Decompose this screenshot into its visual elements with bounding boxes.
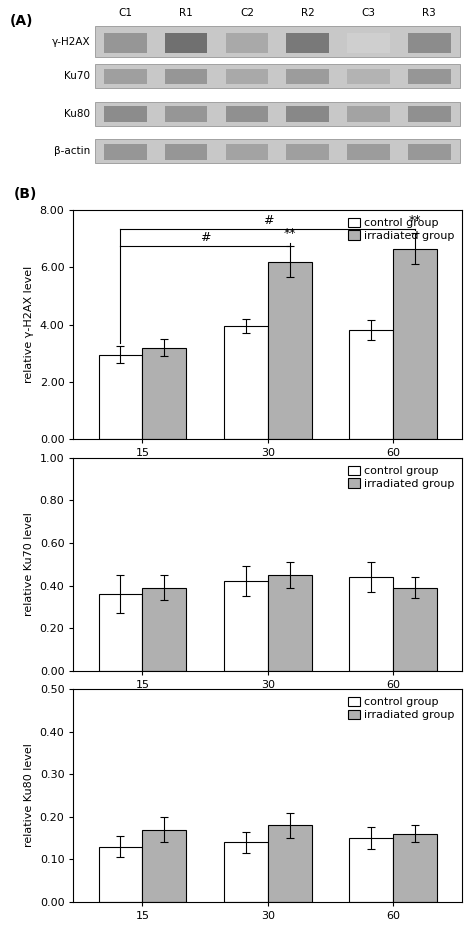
FancyBboxPatch shape xyxy=(104,68,146,84)
FancyBboxPatch shape xyxy=(95,26,460,57)
Bar xyxy=(349,330,393,439)
Text: (B): (B) xyxy=(14,187,37,202)
Y-axis label: relative γ-H2AX level: relative γ-H2AX level xyxy=(24,266,34,383)
Text: Ku70: Ku70 xyxy=(64,71,90,81)
Bar xyxy=(268,825,312,902)
FancyBboxPatch shape xyxy=(95,102,460,126)
Text: β-actin: β-actin xyxy=(54,146,90,156)
Bar xyxy=(142,830,186,902)
FancyBboxPatch shape xyxy=(286,144,329,160)
Bar xyxy=(393,587,437,671)
FancyBboxPatch shape xyxy=(226,68,268,84)
FancyBboxPatch shape xyxy=(347,32,390,53)
FancyBboxPatch shape xyxy=(165,106,207,122)
FancyBboxPatch shape xyxy=(347,144,390,160)
FancyBboxPatch shape xyxy=(226,106,268,122)
Text: R3: R3 xyxy=(422,7,436,18)
Legend: control group, irradiated group: control group, irradiated group xyxy=(346,463,456,491)
Text: C2: C2 xyxy=(240,7,254,18)
Text: C3: C3 xyxy=(362,7,375,18)
Text: #: # xyxy=(200,231,210,244)
FancyBboxPatch shape xyxy=(165,32,207,53)
FancyBboxPatch shape xyxy=(408,106,451,122)
Legend: control group, irradiated group: control group, irradiated group xyxy=(346,216,456,243)
Text: C1: C1 xyxy=(118,7,132,18)
FancyBboxPatch shape xyxy=(286,32,329,53)
FancyBboxPatch shape xyxy=(165,68,207,84)
FancyBboxPatch shape xyxy=(408,68,451,84)
Text: **: ** xyxy=(409,215,421,228)
Bar xyxy=(393,249,437,439)
FancyBboxPatch shape xyxy=(226,144,268,160)
FancyBboxPatch shape xyxy=(165,144,207,160)
Text: #: # xyxy=(263,215,273,228)
FancyBboxPatch shape xyxy=(286,106,329,122)
FancyBboxPatch shape xyxy=(408,144,451,160)
Bar xyxy=(99,594,142,671)
Y-axis label: relative Ku80 level: relative Ku80 level xyxy=(24,744,34,847)
Bar xyxy=(224,843,268,902)
Legend: control group, irradiated group: control group, irradiated group xyxy=(346,695,456,722)
Bar xyxy=(142,587,186,671)
Text: (A): (A) xyxy=(9,15,33,29)
FancyBboxPatch shape xyxy=(104,32,146,53)
Text: γ-H2AX: γ-H2AX xyxy=(52,37,90,47)
Bar xyxy=(268,574,312,671)
Bar xyxy=(268,262,312,439)
Text: R2: R2 xyxy=(301,7,315,18)
Bar xyxy=(349,838,393,902)
FancyBboxPatch shape xyxy=(95,64,460,88)
Bar xyxy=(393,833,437,902)
FancyBboxPatch shape xyxy=(408,32,451,53)
Bar xyxy=(224,327,268,439)
FancyBboxPatch shape xyxy=(286,68,329,84)
X-axis label: time(d): time(d) xyxy=(247,696,288,705)
Bar xyxy=(224,581,268,671)
FancyBboxPatch shape xyxy=(347,68,390,84)
Bar xyxy=(142,348,186,439)
Bar xyxy=(349,577,393,671)
FancyBboxPatch shape xyxy=(104,144,146,160)
Bar xyxy=(99,846,142,902)
FancyBboxPatch shape xyxy=(226,32,268,53)
FancyBboxPatch shape xyxy=(347,106,390,122)
Text: R1: R1 xyxy=(179,7,193,18)
Bar xyxy=(99,355,142,439)
X-axis label: time(d): time(d) xyxy=(247,464,288,474)
FancyBboxPatch shape xyxy=(95,140,460,163)
Text: **: ** xyxy=(283,227,296,240)
Y-axis label: relative Ku70 level: relative Ku70 level xyxy=(24,512,34,616)
FancyBboxPatch shape xyxy=(104,106,146,122)
Text: Ku80: Ku80 xyxy=(64,108,90,118)
